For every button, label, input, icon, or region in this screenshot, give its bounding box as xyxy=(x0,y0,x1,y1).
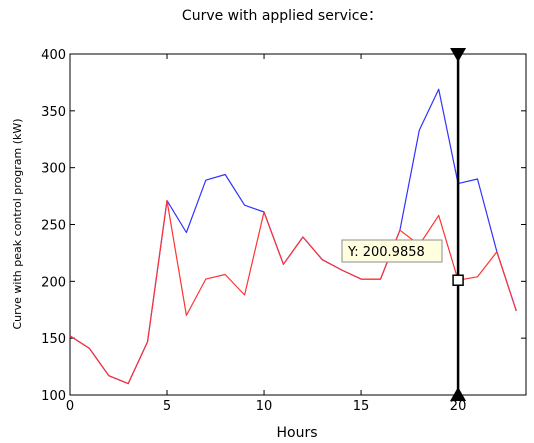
x-tick-label: 5 xyxy=(163,399,171,414)
x-axis-label: Hours xyxy=(276,425,317,441)
axis-ticks: 0 5 10 15 20 100 150 200 250 300 350 400 xyxy=(41,48,526,414)
data-cursor[interactable]: Y: 200.9858 xyxy=(341,48,467,401)
cursor-bottom-handle[interactable] xyxy=(450,387,467,401)
y-tick-label: 250 xyxy=(41,219,66,234)
cursor-top-handle[interactable] xyxy=(450,48,467,62)
x-tick-label: 20 xyxy=(450,399,467,414)
y-tick-label: 100 xyxy=(41,389,66,404)
x-tick-label: 15 xyxy=(353,399,370,414)
chart-title: Curve with applied service： xyxy=(182,8,382,24)
y-tick-label: 150 xyxy=(41,332,66,347)
y-tick-label: 200 xyxy=(41,275,66,290)
plot-area xyxy=(69,53,527,396)
series-line-2 xyxy=(69,200,517,385)
cursor-tooltip-text: Y: 200.9858 xyxy=(347,245,425,260)
series-group xyxy=(69,88,517,385)
y-tick-label: 400 xyxy=(41,48,66,63)
y-tick-label: 300 xyxy=(41,162,66,177)
x-tick-label: 10 xyxy=(256,399,273,414)
y-tick-label: 350 xyxy=(41,105,66,120)
x-tick-label: 0 xyxy=(66,399,74,414)
cursor-marker[interactable] xyxy=(452,274,464,286)
y-axis-label: Curve with peak control program (kW) xyxy=(11,118,24,329)
cursor-tooltip-box xyxy=(341,239,443,263)
